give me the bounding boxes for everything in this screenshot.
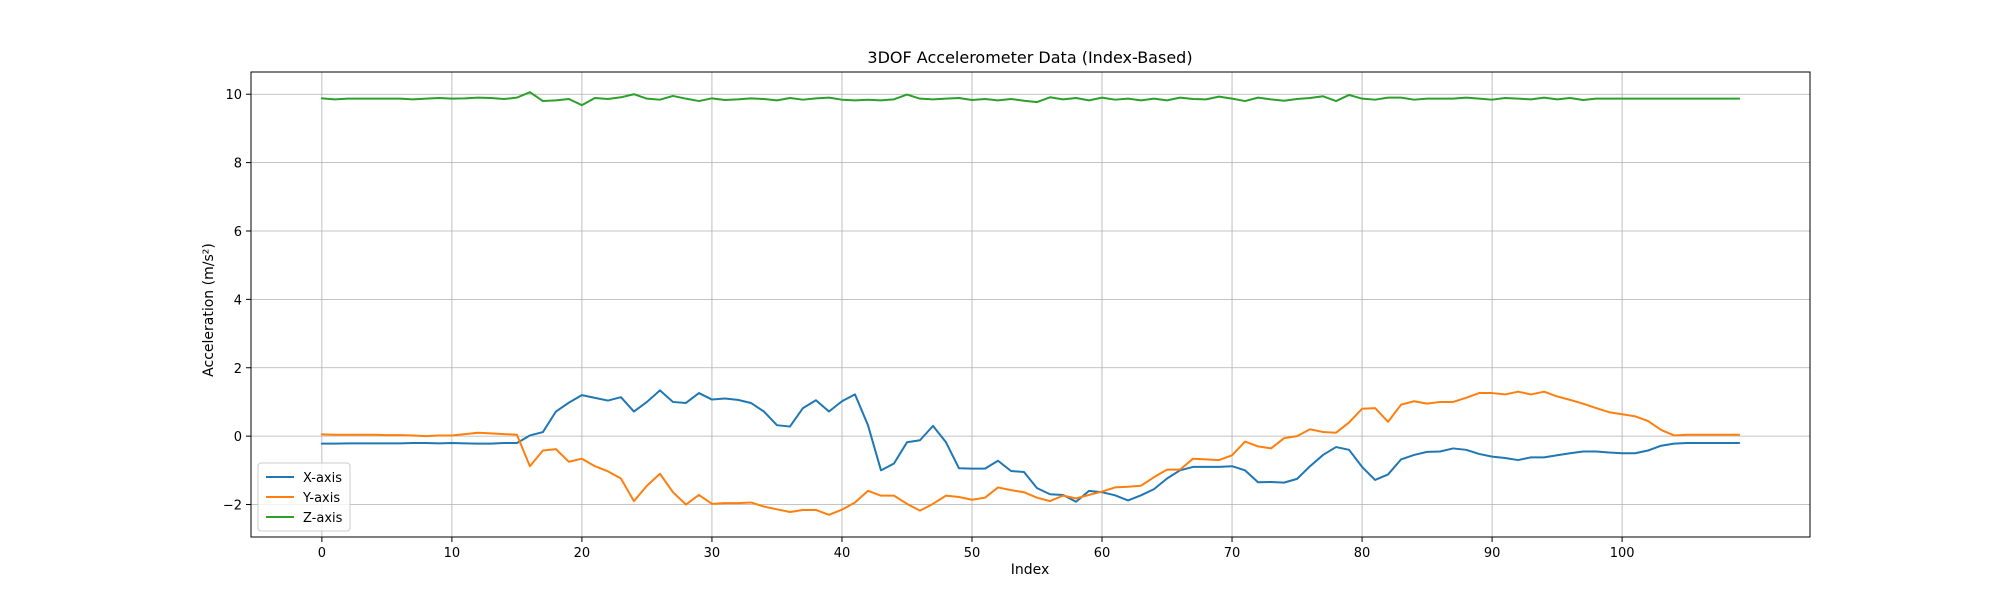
y-axis-ticks: −2 0 2 4 6 8 10	[223, 88, 251, 514]
legend-label: X-axis	[303, 471, 342, 486]
plot-frame	[250, 71, 1811, 538]
legend-label: Y-axis	[302, 491, 340, 506]
series-line-x-axis	[320, 389, 1741, 503]
legend-box	[257, 462, 351, 532]
y-tick-label: 0	[234, 430, 242, 445]
y-axis-label: Acceleration (m/s²)	[201, 243, 217, 377]
y-tick-label: 10	[225, 88, 242, 103]
x-tick-label: 100	[1610, 546, 1635, 561]
chart-title: 3DOF Accelerometer Data (Index-Based)	[867, 48, 1192, 67]
y-tick-label: 4	[234, 293, 242, 308]
grid	[251, 72, 1810, 537]
x-tick-label: 70	[1224, 546, 1241, 561]
y-tick-label: 8	[234, 157, 242, 172]
series-line-z-axis	[320, 91, 1741, 107]
series-lines	[320, 91, 1741, 516]
legend: X-axis Y-axis Z-axis	[257, 462, 351, 532]
x-tick-label: 20	[574, 546, 591, 561]
x-tick-label: 90	[1484, 546, 1501, 561]
series-line-y-axis	[320, 390, 1741, 516]
x-axis-ticks: 0 10 20 30 40 50 60 70 80 90 100	[318, 537, 1635, 561]
x-tick-label: 40	[834, 546, 851, 561]
x-tick-label: 80	[1354, 546, 1371, 561]
x-tick-label: 10	[444, 546, 461, 561]
y-tick-label: −2	[223, 499, 242, 514]
x-tick-label: 60	[1094, 546, 1111, 561]
x-tick-label: 50	[964, 546, 981, 561]
x-tick-label: 30	[704, 546, 721, 561]
y-tick-label: 2	[234, 362, 242, 377]
x-axis-label: Index	[1011, 562, 1050, 578]
legend-label: Z-axis	[303, 511, 343, 526]
y-tick-label: 6	[234, 225, 242, 240]
x-tick-label: 0	[318, 546, 326, 561]
